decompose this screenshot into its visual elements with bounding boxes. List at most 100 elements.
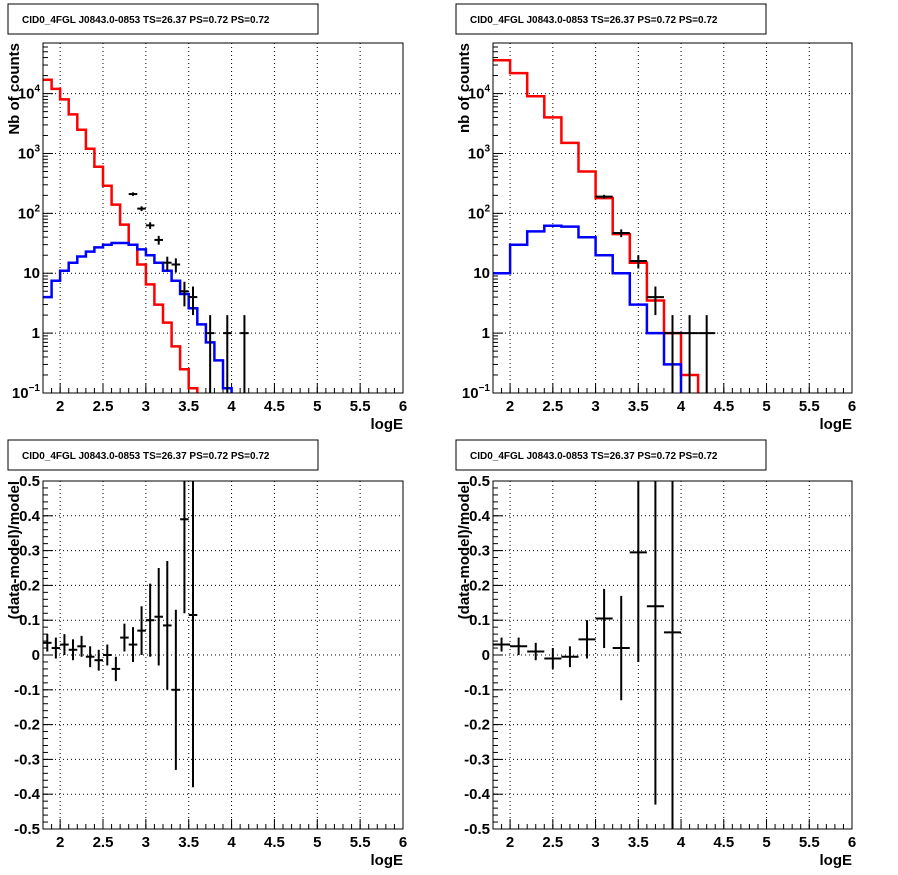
y-tick-label: 0.3 (469, 543, 490, 560)
x-tick-label: 4.5 (713, 834, 734, 851)
data-point (698, 315, 716, 393)
y-tick-label: -0.3 (464, 751, 490, 768)
x-tick-label: 6 (848, 398, 856, 415)
data-point (188, 286, 198, 316)
title-box (7, 3, 319, 35)
y-tick-exponent: 4 (34, 84, 40, 95)
x-tick-label: 2.5 (93, 834, 114, 851)
data-point (595, 588, 613, 649)
y-tick-base: 10 (462, 385, 479, 402)
y-tick-label: -0.2 (464, 717, 490, 734)
data-point (612, 595, 630, 701)
data-point (612, 229, 630, 238)
source-model-histogram (43, 241, 233, 393)
x-tick-label: 4 (677, 834, 686, 851)
y-tick-exponent: 2 (484, 203, 490, 214)
data-point (629, 255, 647, 269)
plot-area (493, 59, 716, 393)
x-tick-label: 4.5 (264, 834, 285, 851)
x-tick-label: 5.5 (799, 834, 820, 851)
data-point (163, 561, 172, 690)
y-tick-base: 10 (18, 205, 35, 222)
y-tick-base: 10 (12, 385, 29, 402)
data-point (527, 642, 545, 661)
data-point (578, 620, 596, 659)
data-point (51, 637, 61, 659)
data-point (646, 286, 664, 316)
y-tick-label: 103 (18, 143, 41, 162)
x-tick-label: 4 (227, 834, 236, 851)
x-axis-label: logE (820, 416, 853, 433)
x-tick-label: 2 (506, 398, 514, 415)
x-tick-label: 4 (227, 398, 236, 415)
y-tick-label: -0.4 (14, 786, 41, 803)
data-point (629, 481, 647, 662)
x-tick-label: 5 (762, 834, 770, 851)
x-axis-label: logE (820, 852, 853, 869)
y-tick-label: 103 (468, 143, 491, 162)
y-tick-label: 10−1 (462, 383, 491, 402)
data-point (171, 258, 181, 273)
chart-title: CID0_4FGL J0843.0-0853 TS=26.37 PS=0.72 … (22, 451, 270, 462)
data-point (188, 481, 198, 788)
y-tick-label: 0.4 (19, 508, 41, 525)
x-tick-label: 6 (399, 834, 407, 851)
data-point (646, 481, 664, 805)
y-axis-label: nb of counts (456, 43, 473, 133)
chart-panel-4: 2 2.5 3 3.5 4 4.5 5 5.5 6 -0.5 -0.4 -0.3 -0.2 -0.1 0 0.… (455, 439, 856, 869)
x-tick-label: 3.5 (628, 398, 649, 415)
y-tick-base: 10 (18, 145, 35, 162)
data-point (145, 583, 155, 657)
y-tick-label: 104 (468, 84, 491, 103)
data-point (77, 635, 86, 657)
plot-frame (492, 480, 853, 830)
data-point (180, 481, 189, 614)
y-tick-label: 1 (32, 325, 40, 342)
y-tick-label: -0.1 (14, 682, 40, 699)
x-axis-label: logE (371, 416, 404, 433)
x-tick-label: 2.5 (93, 398, 114, 415)
x-tick-label: 6 (848, 834, 856, 851)
data-point (663, 481, 682, 829)
chart-title: CID0_4FGL J0843.0-0853 TS=26.37 PS=0.72 … (22, 15, 270, 26)
y-tick-label: -0.3 (14, 751, 40, 768)
plot-frame (42, 480, 404, 830)
y-tick-label: 102 (468, 203, 491, 222)
y-axis-label: (data-model)/model (6, 481, 23, 619)
y-tick-label: 0.2 (19, 577, 40, 594)
y-tick-base: 10 (468, 86, 485, 103)
y-tick-label: 0 (482, 647, 490, 664)
y-tick-label: 0.1 (19, 612, 40, 629)
data-point (205, 315, 215, 393)
data-point (94, 649, 103, 671)
y-tick-exponent: 2 (34, 203, 40, 214)
y-tick-label: -0.5 (464, 821, 490, 838)
y-tick-exponent: 3 (484, 143, 490, 154)
data-point (561, 646, 579, 668)
y-tick-label: 10−1 (12, 383, 41, 402)
y-tick-label: 0 (32, 647, 40, 664)
data-point (163, 256, 172, 271)
x-tick-label: 4.5 (264, 398, 285, 415)
y-axis-label: Nb of counts (6, 43, 23, 135)
x-tick-label: 5 (313, 834, 321, 851)
x-tick-label: 2 (506, 834, 514, 851)
x-tick-label: 3 (142, 398, 150, 415)
y-tick-exponent: −1 (479, 383, 491, 394)
y-tick-base: 10 (468, 205, 485, 222)
data-point (663, 315, 682, 393)
y-tick-label: -0.4 (464, 786, 491, 803)
x-tick-label: 4 (677, 398, 686, 415)
data-point (60, 634, 69, 655)
y-tick-label: 0.5 (19, 473, 40, 490)
x-tick-label: 3 (591, 398, 599, 415)
x-tick-label: 2 (56, 834, 64, 851)
data-point (145, 222, 155, 229)
x-tick-label: 5 (762, 398, 770, 415)
plot-area (43, 78, 249, 393)
data-point (128, 192, 138, 196)
data-point (137, 606, 146, 655)
data-point (180, 281, 189, 307)
data-point (111, 656, 121, 682)
data-point (493, 637, 511, 652)
